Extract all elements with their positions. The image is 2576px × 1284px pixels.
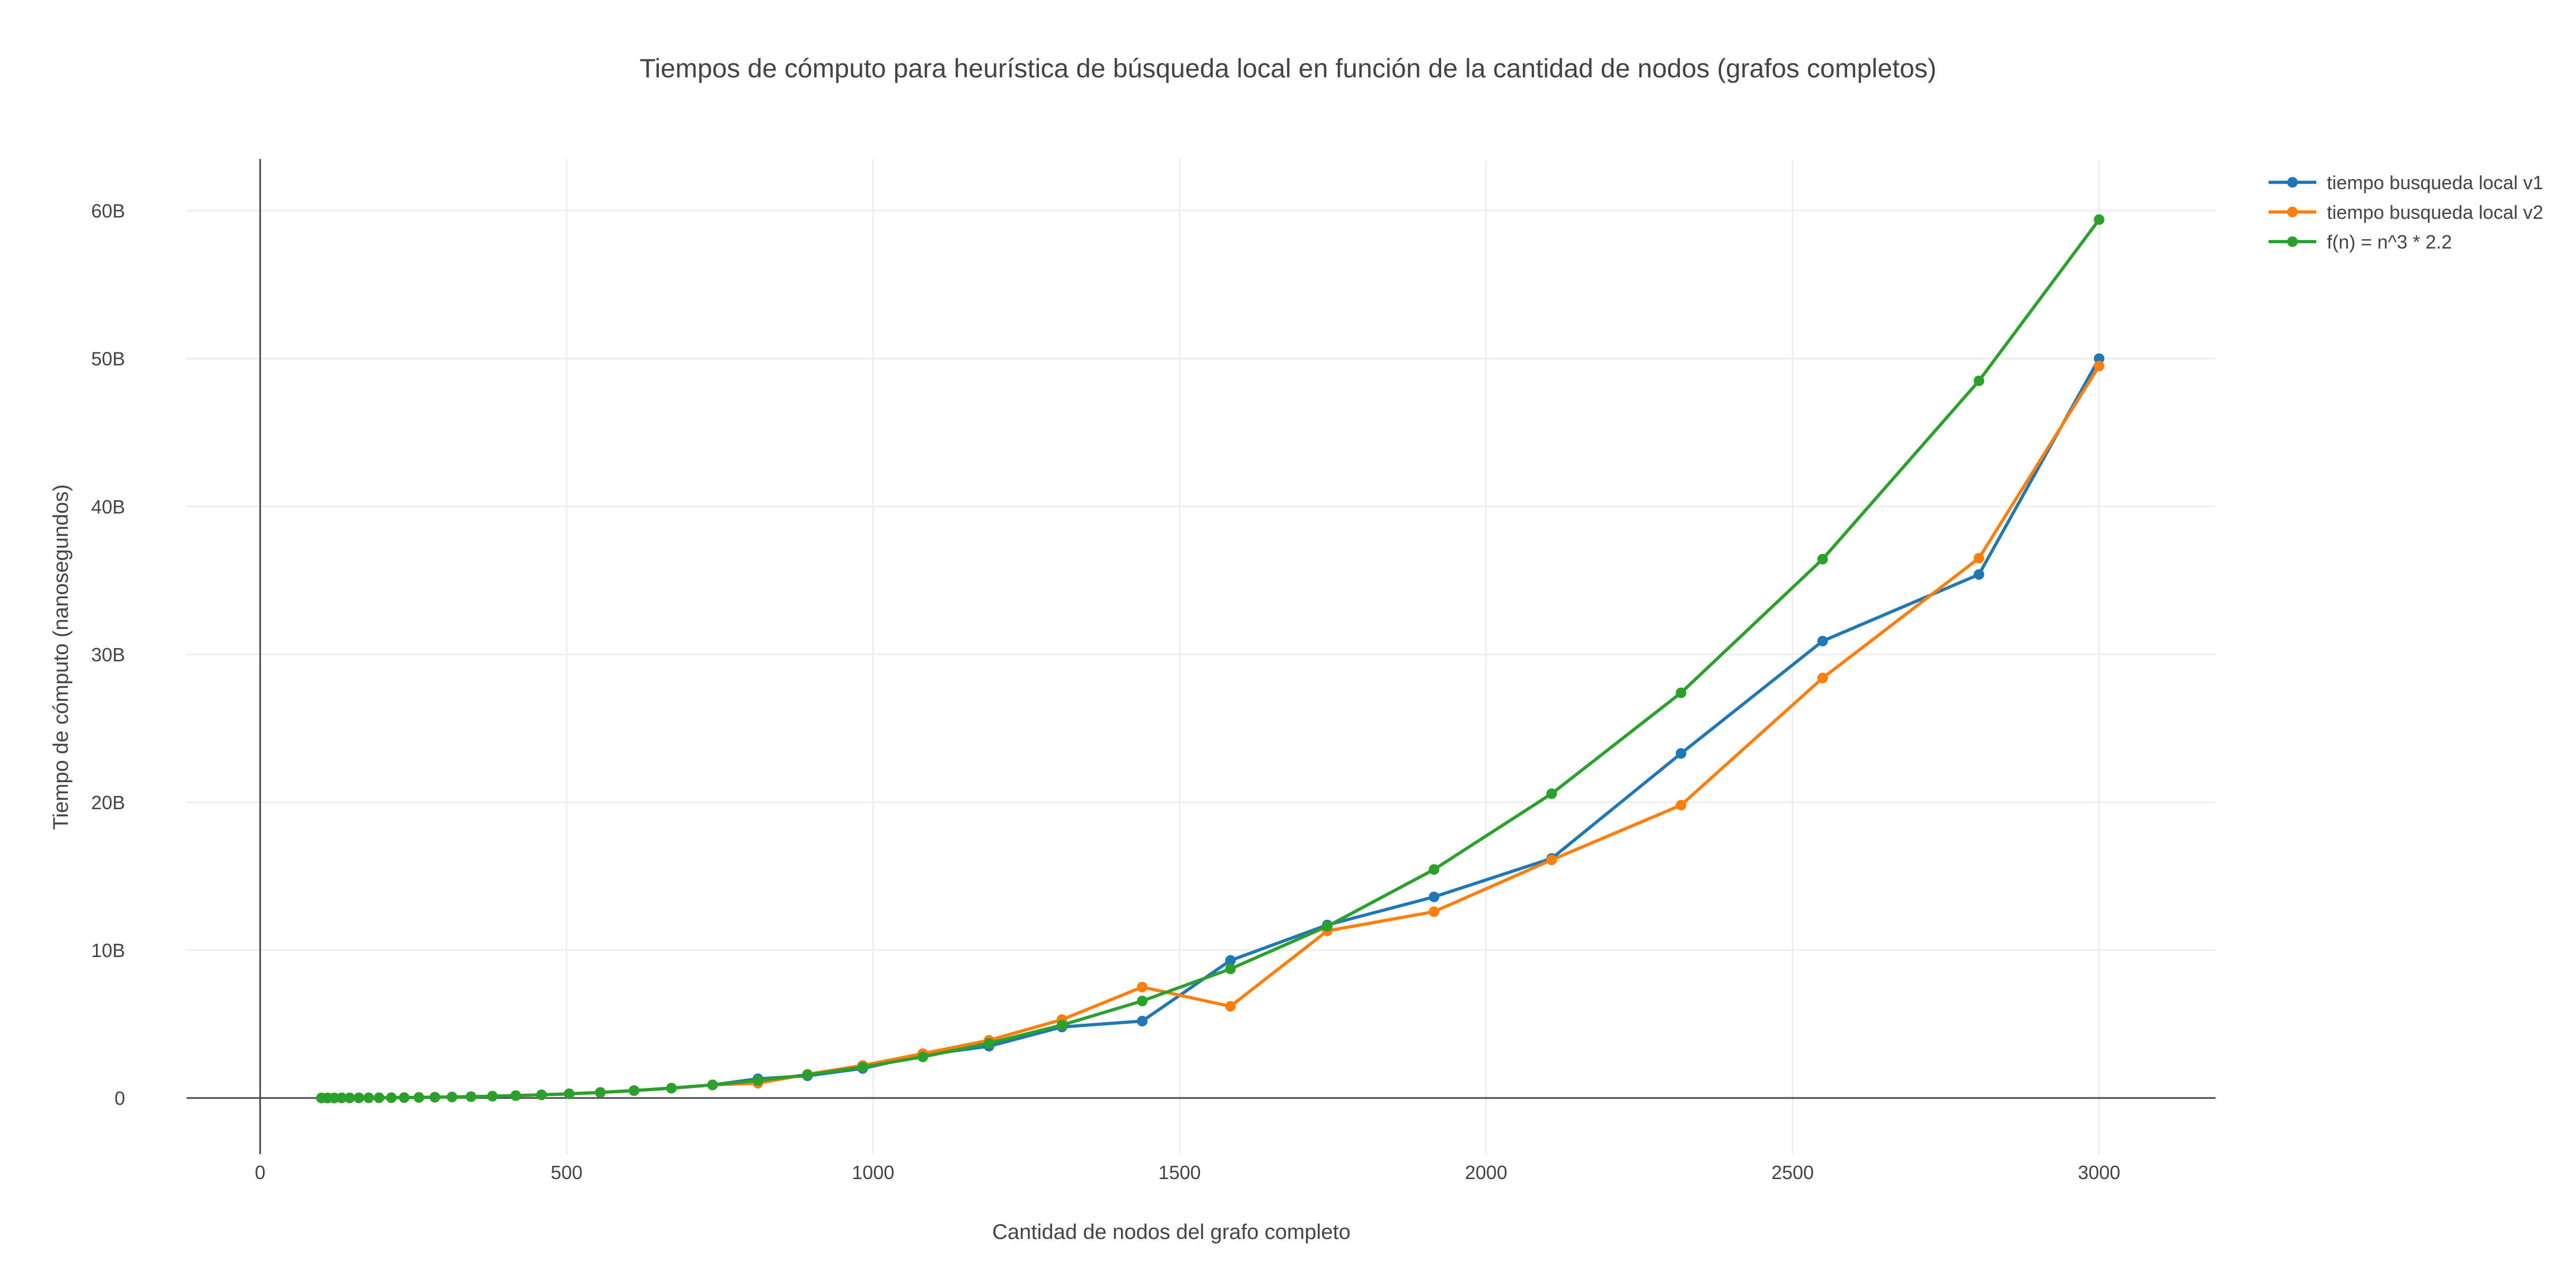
data-point	[465, 1091, 477, 1102]
data-point	[386, 1092, 397, 1103]
y-tick-label: 10B	[91, 940, 125, 961]
data-point	[363, 1092, 374, 1103]
y-tick-label: 30B	[91, 644, 125, 666]
data-point	[1225, 955, 1236, 966]
data-point	[374, 1092, 385, 1103]
data-point	[354, 1092, 364, 1103]
x-tick-label: 1000	[852, 1162, 894, 1183]
data-point	[857, 1061, 868, 1073]
data-point	[336, 1092, 347, 1103]
x-tick-label: 0	[255, 1162, 266, 1183]
series	[316, 214, 2105, 1103]
y-tick-label: 50B	[91, 348, 125, 370]
data-point	[329, 1092, 340, 1103]
data-point	[983, 1038, 994, 1049]
legend-label: f(n) = n^3 * 2.2	[2327, 231, 2452, 253]
data-point	[446, 1092, 457, 1103]
x-tick-label: 2500	[1771, 1162, 1814, 1183]
data-point	[1817, 635, 1828, 647]
legend-label: tiempo busqueda local v1	[2327, 172, 2543, 193]
data-point	[2094, 214, 2105, 225]
data-point	[344, 1092, 355, 1103]
series-group	[316, 353, 2105, 1103]
data-point	[563, 1088, 575, 1100]
y-tick-label: 20B	[91, 792, 125, 813]
data-point	[1428, 891, 1440, 902]
x-axis-title: Cantidad de nodos del grafo completo	[992, 1220, 1351, 1244]
data-point	[1137, 995, 1148, 1006]
series-group	[316, 360, 2105, 1103]
data-point	[1137, 1015, 1148, 1026]
gridlines	[187, 159, 2216, 1154]
x-tick-label: 2000	[1465, 1162, 1507, 1183]
data-point	[1546, 854, 1557, 865]
legend-swatch-marker	[2287, 207, 2298, 217]
y-tick-label: 40B	[91, 496, 125, 518]
series-group	[316, 214, 2105, 1103]
legend-label: tiempo busqueda local v2	[2327, 201, 2543, 223]
data-point	[1137, 981, 1148, 993]
data-point	[487, 1091, 498, 1102]
data-point	[1546, 788, 1557, 799]
data-point	[802, 1069, 813, 1081]
legend-item[interactable]: tiempo busqueda local v1	[2269, 172, 2543, 193]
x-tick-label: 500	[551, 1162, 583, 1183]
legend-swatch-marker	[2287, 177, 2298, 188]
data-point	[1973, 553, 1984, 564]
data-point	[595, 1087, 606, 1098]
legend-item[interactable]: f(n) = n^3 * 2.2	[2269, 231, 2452, 253]
data-point	[536, 1090, 547, 1100]
axes: 0 500 1000 1500 2000 2500 3000 0 10B 20B 30B 40B 50B…	[91, 159, 2216, 1183]
x-tick-label: 3000	[2078, 1162, 2120, 1183]
data-point	[629, 1085, 640, 1096]
series-line	[321, 358, 2101, 1100]
data-point	[1973, 375, 1984, 386]
data-point	[1675, 800, 1687, 811]
data-point	[1817, 672, 1828, 684]
x-tick-label: 1500	[1158, 1162, 1201, 1183]
data-point	[1973, 569, 1984, 580]
data-point	[399, 1092, 410, 1103]
data-point	[2094, 353, 2105, 364]
data-point	[1056, 1020, 1068, 1031]
chart-title: Tiempos de cómputo para heurística de bú…	[640, 54, 1937, 83]
data-point	[707, 1079, 718, 1091]
legend[interactable]: tiempo busqueda local v1 tiempo busqueda …	[2269, 172, 2543, 253]
data-point	[918, 1051, 928, 1062]
data-point	[1428, 906, 1440, 917]
data-point	[1225, 963, 1236, 975]
legend-swatch-marker	[2287, 236, 2298, 247]
y-tick-label: 0	[114, 1087, 125, 1109]
legend-item[interactable]: tiempo busqueda local v2	[2269, 201, 2543, 223]
data-point	[1675, 748, 1687, 759]
y-tick-label: 60B	[91, 200, 125, 222]
data-point	[752, 1075, 763, 1086]
data-point	[429, 1092, 440, 1103]
series-line	[321, 218, 2101, 1100]
data-point	[1225, 1001, 1236, 1012]
series-line	[321, 365, 2101, 1100]
data-point	[1817, 554, 1828, 565]
data-point	[2094, 360, 2105, 371]
data-point	[1428, 864, 1440, 875]
data-point	[413, 1092, 425, 1103]
data-point	[1322, 921, 1333, 932]
data-point	[666, 1083, 677, 1094]
y-axis-title: Tiempo de cómputo (nanosegundos)	[49, 484, 73, 830]
data-point	[1675, 687, 1687, 698]
data-point	[510, 1090, 521, 1101]
